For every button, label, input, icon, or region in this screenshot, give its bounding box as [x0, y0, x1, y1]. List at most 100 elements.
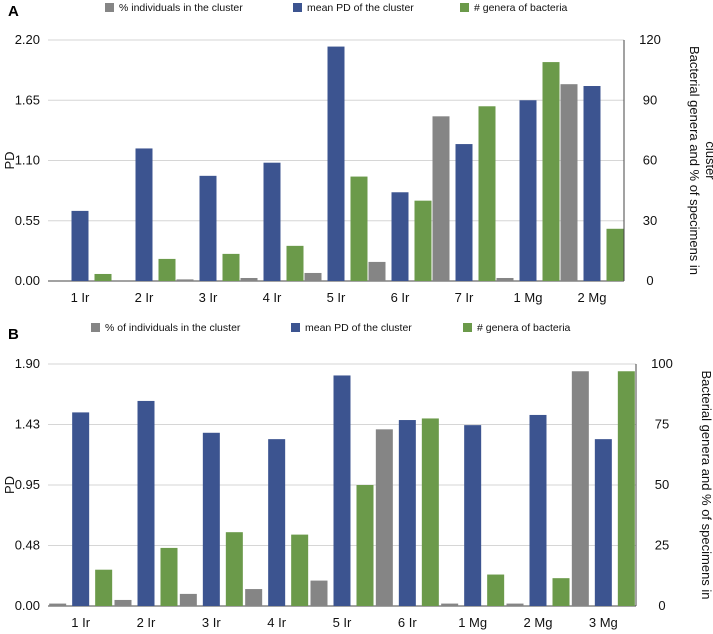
bar-genera-6-ir — [414, 200, 432, 281]
y-tick-right: 0 — [646, 273, 653, 288]
bar-pct-individuals-3-mg — [571, 371, 589, 606]
bar-genera-2-ir — [160, 547, 178, 606]
x-tick-label: 7 Ir — [455, 290, 474, 305]
bar-pct-individuals-5-ir — [304, 272, 322, 281]
x-tick-label: 5 Ir — [327, 290, 346, 305]
legend-label-3: # genera of bacteria — [477, 322, 571, 334]
bar-pct-individuals-4-ir — [240, 277, 258, 281]
bar-mean-pd-4-ir — [263, 162, 281, 281]
y-tick-left: 0.95 — [15, 477, 40, 492]
y-tick-right: 0 — [658, 598, 665, 613]
y-tick-left: 1.90 — [15, 356, 40, 371]
y-tick-left: 1.43 — [15, 417, 40, 432]
bar-genera-7-ir — [478, 106, 496, 282]
bar-genera-2-mg — [552, 578, 570, 606]
bar-genera-2-mg — [606, 228, 624, 281]
bar-mean-pd-7-ir — [455, 144, 473, 281]
x-tick-label: 2 Mg — [578, 290, 607, 305]
bar-pct-individuals-6-ir — [368, 261, 386, 281]
bar-pct-individuals-1-mg — [441, 603, 459, 606]
legend-label-2: mean PD of the cluster — [307, 2, 414, 14]
x-tick-label: 6 Ir — [398, 615, 417, 630]
y-tick-right: 120 — [639, 32, 661, 47]
bar-pct-individuals-1-ir — [49, 603, 67, 606]
bar-genera-3-ir — [222, 253, 240, 281]
x-tick-label: 6 Ir — [391, 290, 410, 305]
legend-label-1: % individuals in the cluster — [119, 2, 243, 14]
legend-swatch-2 — [291, 323, 300, 332]
x-tick-label: 4 Ir — [263, 290, 282, 305]
bar-mean-pd-5-ir — [327, 46, 345, 282]
bar-genera-1-ir — [95, 569, 113, 606]
bar-mean-pd-4-ir — [268, 439, 286, 606]
x-tick-label: 1 Ir — [71, 290, 90, 305]
x-tick-label: 4 Ir — [267, 615, 286, 630]
y-tick-left: 2.20 — [15, 32, 40, 47]
x-tick-label: 2 Ir — [137, 615, 156, 630]
x-tick-label: 1 Mg — [458, 615, 487, 630]
bar-genera-5-ir — [350, 176, 368, 281]
y-tick-left: 1.10 — [15, 153, 40, 168]
bar-pct-individuals-1-mg — [496, 277, 514, 281]
bar-mean-pd-2-ir — [135, 148, 153, 281]
x-tick-label: 1 Mg — [514, 290, 543, 305]
y-axis-title-right-line1: Bacterial genera and % of specimens in — [687, 46, 702, 275]
legend-swatch-3 — [460, 3, 469, 12]
y-tick-right: 75 — [655, 417, 669, 432]
bar-mean-pd-5-ir — [333, 375, 351, 606]
bar-mean-pd-2-mg — [583, 86, 601, 281]
y-axis-title-right-line2: cluster — [703, 141, 713, 180]
y-tick-right: 100 — [651, 356, 673, 371]
y-axis-title-left: PD — [2, 476, 17, 494]
legend-swatch-3 — [463, 323, 472, 332]
bar-pct-individuals-3-ir — [176, 279, 194, 281]
bar-mean-pd-1-ir — [71, 210, 89, 281]
panel-label: B — [8, 326, 19, 343]
x-tick-label: 3 Ir — [202, 615, 221, 630]
legend-swatch-1 — [91, 323, 100, 332]
bar-genera-1-ir — [94, 273, 112, 281]
x-tick-label: 3 Mg — [589, 615, 618, 630]
bar-mean-pd-3-ir — [202, 432, 220, 606]
chart-panel-b: B % of individuals in the cluster mean PD … — [2, 322, 713, 630]
bar-genera-6-ir — [421, 418, 439, 606]
legend-label-2: mean PD of the cluster — [305, 322, 412, 334]
legend-label-1: % of individuals in the cluster — [105, 322, 241, 334]
bar-mean-pd-1-mg — [519, 100, 537, 281]
bar-genera-3-mg — [617, 371, 635, 606]
chart-panel-a: A % individuals in the cluster mean PD of … — [2, 2, 713, 305]
y-axis-title-left: PD — [2, 151, 17, 169]
y-tick-left: 0.00 — [15, 273, 40, 288]
bar-genera-3-ir — [225, 532, 243, 606]
y-axis-title-right-line1: Bacterial genera and % of specimens in — [699, 370, 713, 599]
y-tick-left: 0.55 — [15, 213, 40, 228]
x-tick-label: 2 Mg — [524, 615, 553, 630]
y-tick-right: 60 — [643, 153, 657, 168]
x-tick-label: 5 Ir — [333, 615, 352, 630]
bar-genera-1-mg — [487, 574, 505, 606]
bar-mean-pd-2-mg — [529, 414, 547, 606]
legend-swatch-2 — [293, 3, 302, 12]
y-tick-right: 25 — [655, 538, 669, 553]
y-tick-left: 0.48 — [15, 538, 40, 553]
bar-pct-individuals-7-ir — [432, 116, 450, 281]
bar-pct-individuals-4-ir — [245, 589, 263, 606]
y-tick-right: 90 — [643, 92, 657, 107]
bar-mean-pd-6-ir — [391, 192, 409, 281]
legend-swatch-1 — [105, 3, 114, 12]
x-tick-label: 3 Ir — [199, 290, 218, 305]
bar-pct-individuals-6-ir — [375, 429, 393, 606]
y-tick-right: 50 — [655, 477, 669, 492]
bar-mean-pd-2-ir — [137, 400, 155, 606]
bar-genera-4-ir — [286, 245, 304, 281]
bar-genera-4-ir — [291, 534, 309, 606]
bar-pct-individuals-5-ir — [310, 580, 328, 606]
bar-pct-individuals-3-ir — [179, 593, 197, 606]
bar-mean-pd-6-ir — [398, 420, 416, 606]
bar-genera-1-mg — [542, 62, 560, 281]
bar-genera-2-ir — [158, 258, 176, 281]
bar-mean-pd-3-ir — [199, 175, 217, 281]
bar-mean-pd-1-ir — [72, 412, 90, 606]
